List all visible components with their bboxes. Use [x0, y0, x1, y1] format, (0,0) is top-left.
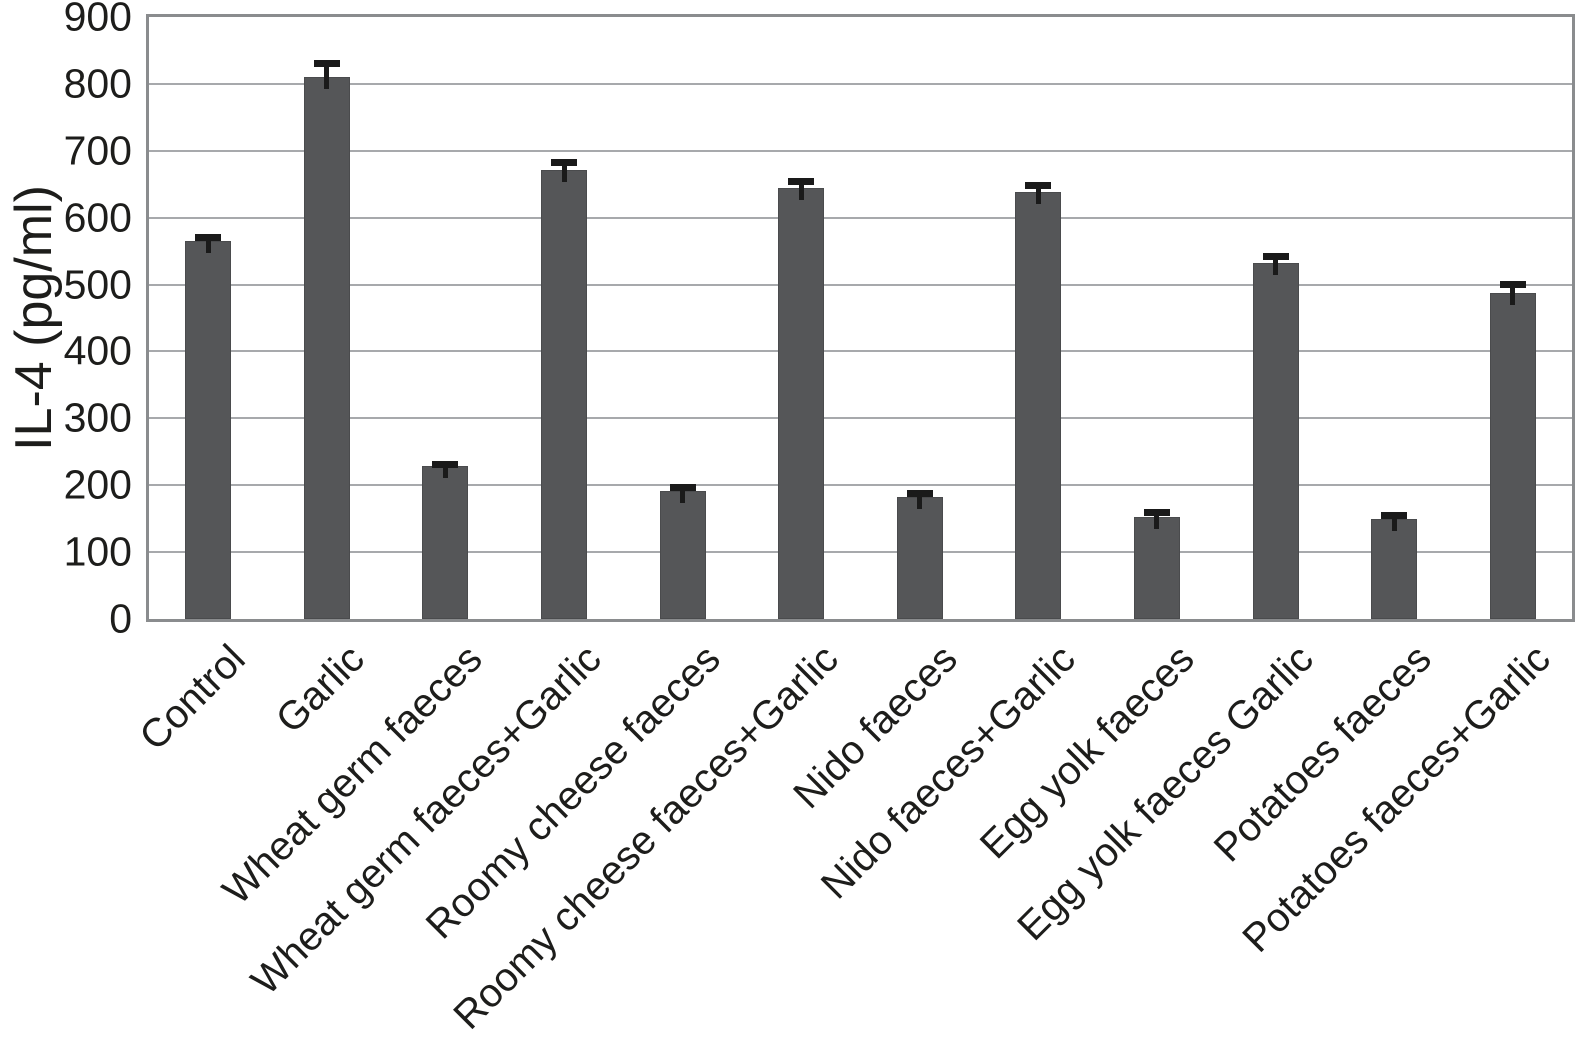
error-bar-stem-8	[1154, 513, 1160, 530]
y-tick-label-900: 900	[63, 0, 132, 40]
error-bar-cap-5	[788, 177, 815, 185]
bar-3	[541, 169, 588, 619]
error-bar-stem-11	[1510, 285, 1516, 305]
error-bar-stem-2	[442, 466, 448, 479]
y-tick-label-0: 0	[109, 595, 132, 642]
bar-6	[896, 496, 943, 619]
error-bar-cap-9	[1262, 253, 1289, 261]
error-bar-cap-10	[1381, 511, 1408, 519]
error-bar-cap-2	[432, 461, 459, 469]
x-tick-label-1: Garlic	[267, 636, 373, 742]
bar-5	[778, 187, 825, 619]
x-tick-label-10: Potatoes faeces	[1205, 636, 1440, 871]
gridline-700	[149, 149, 1572, 152]
bar-0	[185, 241, 232, 619]
y-tick-label-700: 700	[63, 127, 132, 174]
x-tick-label-8: Egg yolk faeces	[971, 636, 1203, 868]
error-bar-stem-9	[1273, 258, 1279, 276]
error-bar-stem-3	[561, 164, 567, 182]
plot-area	[146, 14, 1575, 622]
error-bar-stem-10	[1391, 516, 1397, 531]
error-bar-cap-0	[195, 234, 222, 242]
y-tick-label-800: 800	[63, 60, 132, 107]
gridline-400	[149, 350, 1572, 353]
bar-11	[1489, 292, 1536, 619]
y-tick-label-400: 400	[63, 327, 132, 374]
bar-10	[1371, 518, 1418, 619]
y-tick-label-600: 600	[63, 194, 132, 241]
error-bar-stem-1	[324, 65, 330, 90]
gridline-100	[149, 551, 1572, 554]
error-bar-stem-0	[205, 239, 211, 254]
error-bar-cap-11	[1499, 280, 1526, 288]
bar-8	[1133, 517, 1180, 619]
y-tick-label-100: 100	[63, 528, 132, 575]
bar-4	[659, 490, 706, 619]
y-tick-label-200: 200	[63, 461, 132, 508]
error-bar-stem-5	[798, 182, 804, 200]
gridline-300	[149, 417, 1572, 420]
gridline-200	[149, 484, 1572, 487]
error-bar-stem-4	[680, 488, 686, 503]
bar-2	[422, 466, 469, 619]
error-bar-stem-7	[1035, 186, 1041, 205]
bar-1	[303, 77, 350, 619]
bar-7	[1015, 192, 1062, 619]
error-bar-stem-6	[917, 494, 923, 509]
bar-9	[1252, 263, 1299, 619]
y-tick-label-500: 500	[63, 261, 132, 308]
gridline-600	[149, 216, 1572, 219]
x-tick-label-0: Control	[131, 636, 254, 759]
error-bar-cap-6	[906, 489, 933, 497]
error-bar-cap-7	[1025, 181, 1052, 189]
gridline-500	[149, 283, 1572, 286]
error-bar-cap-1	[313, 60, 340, 68]
error-bar-cap-3	[551, 159, 578, 167]
gridline-800	[149, 82, 1572, 85]
error-bar-cap-4	[669, 483, 696, 491]
error-bar-cap-8	[1143, 508, 1170, 516]
y-tick-label-300: 300	[63, 394, 132, 441]
